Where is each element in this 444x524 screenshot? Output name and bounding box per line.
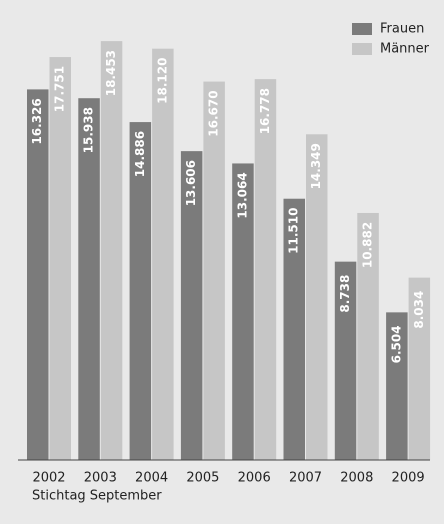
bar xyxy=(203,81,225,460)
legend-label: Frauen xyxy=(380,22,424,37)
bar xyxy=(152,48,174,461)
bar xyxy=(129,122,152,460)
bar xyxy=(254,79,277,460)
bar xyxy=(100,41,123,460)
value-label: 10.882 xyxy=(361,222,375,268)
bar xyxy=(408,277,431,460)
bar xyxy=(78,98,100,460)
x-tick-label: 2003 xyxy=(84,471,117,486)
x-tick-label: 2002 xyxy=(32,471,65,486)
x-tick-label: 2009 xyxy=(392,471,425,486)
bar xyxy=(334,261,357,460)
x-tick-label: 2004 xyxy=(135,471,168,486)
value-label: 14.886 xyxy=(133,131,147,177)
bar xyxy=(386,312,408,460)
value-label: 18.453 xyxy=(104,50,118,96)
legend-label: Männer xyxy=(380,42,430,57)
bar xyxy=(306,134,328,460)
x-tick-label: 2008 xyxy=(340,471,373,486)
value-label: 11.510 xyxy=(287,208,301,254)
value-label: 13.064 xyxy=(235,172,249,218)
bar xyxy=(283,198,305,460)
legend-swatch xyxy=(352,23,372,35)
value-label: 13.606 xyxy=(184,160,198,206)
x-axis-label: Stichtag September xyxy=(32,489,162,504)
legend-swatch xyxy=(352,43,372,55)
bar xyxy=(49,57,71,460)
bar xyxy=(180,151,203,460)
bar xyxy=(357,212,379,460)
value-label: 8.034 xyxy=(412,291,426,329)
value-label: 14.349 xyxy=(309,143,323,189)
bar xyxy=(27,89,49,460)
value-label: 16.778 xyxy=(258,88,272,134)
value-label: 6.504 xyxy=(389,325,403,363)
value-label: 8.738 xyxy=(338,275,352,313)
value-label: 16.670 xyxy=(207,90,221,136)
value-label: 17.751 xyxy=(53,66,67,112)
x-tick-label: 2007 xyxy=(289,471,322,486)
bar xyxy=(232,163,254,460)
x-tick-label: 2005 xyxy=(186,471,219,486)
x-tick-label: 2006 xyxy=(238,471,271,486)
value-label: 15.938 xyxy=(82,107,96,153)
value-label: 16.326 xyxy=(30,98,44,144)
value-label: 18.120 xyxy=(155,58,169,104)
